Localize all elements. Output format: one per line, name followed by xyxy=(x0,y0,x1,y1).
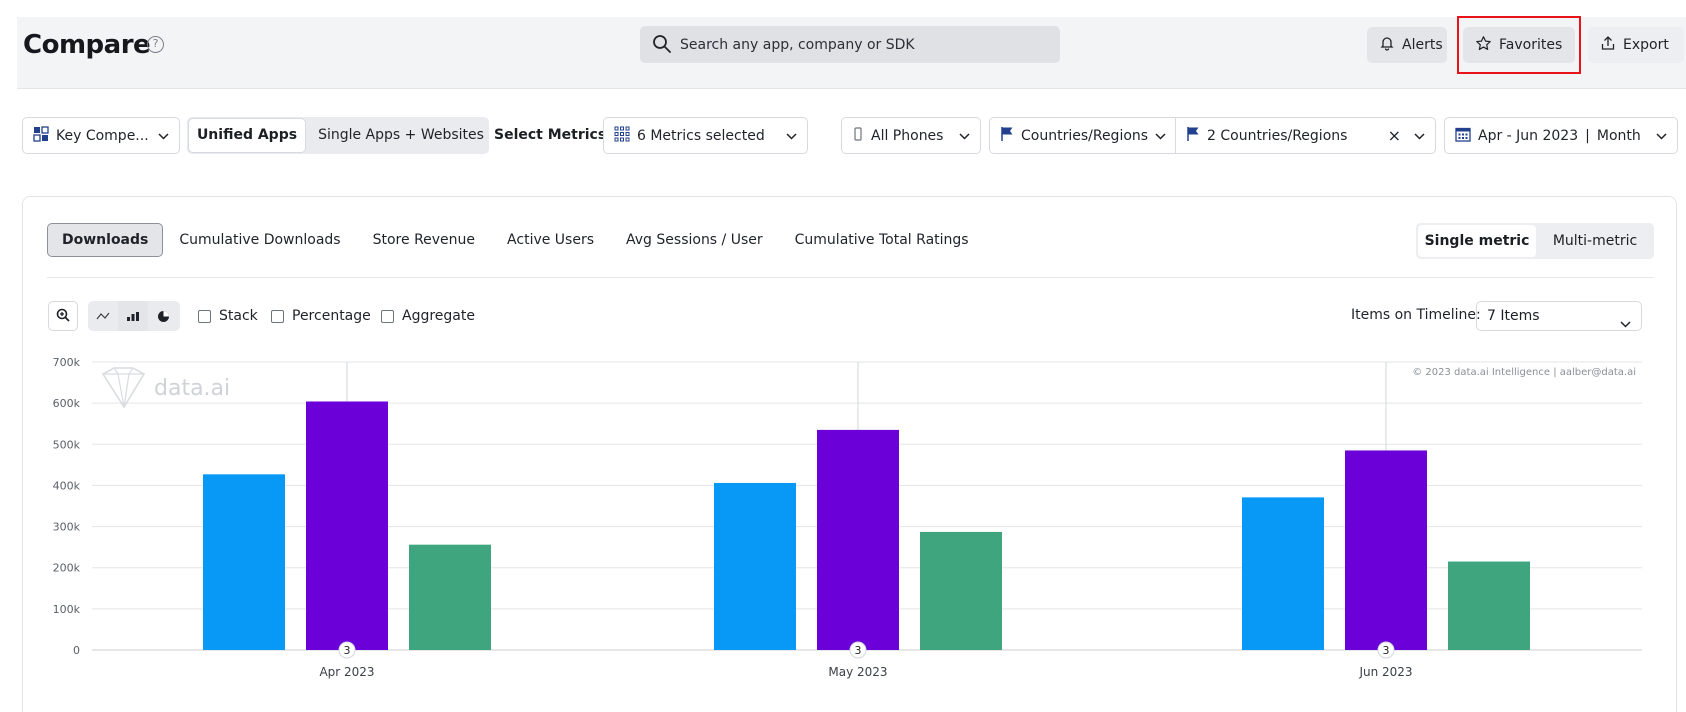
chart-type-toggle xyxy=(88,301,180,331)
device-label: All Phones xyxy=(871,127,944,144)
aggregate-checkbox[interactable]: Aggregate xyxy=(381,308,475,324)
tab-downloads[interactable]: Downloads xyxy=(47,223,164,257)
percentage-checkbox[interactable]: Percentage xyxy=(271,308,371,324)
grid-icon xyxy=(33,125,49,146)
countries-dropdown[interactable]: 2 Countries/Regions × xyxy=(1175,117,1436,154)
chevron-down-icon xyxy=(786,128,797,144)
country-mode-dropdown[interactable]: Countries/Regions xyxy=(989,117,1176,154)
metrics-selected-label: 6 Metrics selected xyxy=(637,127,765,144)
tab-avg-sessions[interactable]: Avg Sessions / User xyxy=(626,232,763,248)
alerts-label: Alerts xyxy=(1402,37,1443,53)
help-icon[interactable]: ? xyxy=(147,36,164,53)
unified-apps-option[interactable]: Unified Apps xyxy=(188,118,306,153)
page-header: Compare ? Alerts Favorites Export xyxy=(17,17,1686,89)
chevron-down-icon xyxy=(1414,128,1425,144)
stack-checkbox[interactable]: Stack xyxy=(198,308,258,324)
pie-chart-icon[interactable] xyxy=(148,301,178,331)
search-icon xyxy=(652,34,672,58)
timeline-label: Items on Timeline: xyxy=(1351,307,1481,323)
divider xyxy=(47,277,1654,278)
chevron-down-icon xyxy=(1155,128,1166,144)
checkbox-icon xyxy=(198,309,211,323)
date-range-label: Apr - Jun 2023 xyxy=(1478,127,1579,144)
multi-metric-option[interactable]: Multi-metric xyxy=(1552,233,1638,249)
clear-icon[interactable]: × xyxy=(1387,126,1401,145)
page-title: Compare xyxy=(23,30,151,60)
zoom-icon xyxy=(56,307,70,326)
export-button[interactable]: Export xyxy=(1588,27,1684,63)
upload-icon xyxy=(1600,35,1616,55)
chevron-down-icon xyxy=(959,128,970,144)
device-dropdown[interactable]: All Phones xyxy=(841,117,981,154)
single-apps-option[interactable]: Single Apps + Websites xyxy=(318,127,484,143)
stack-label: Stack xyxy=(219,308,258,324)
separator: | xyxy=(1585,127,1590,144)
percentage-label: Percentage xyxy=(292,308,371,324)
metrics-dropdown[interactable]: 6 Metrics selected xyxy=(603,117,808,154)
export-label: Export xyxy=(1623,37,1669,53)
tab-store-revenue[interactable]: Store Revenue xyxy=(372,232,476,248)
single-metric-option[interactable]: Single metric xyxy=(1418,225,1536,257)
checkbox-icon xyxy=(381,309,394,323)
granularity-label: Month xyxy=(1596,127,1641,144)
dots-grid-icon xyxy=(614,126,630,146)
calendar-icon xyxy=(1455,126,1471,146)
chart-card: Downloads Cumulative Downloads Store Rev… xyxy=(22,196,1677,712)
countries-label: 2 Countries/Regions xyxy=(1207,127,1348,144)
metric-mode-toggle: Single metric Multi-metric xyxy=(1416,223,1654,259)
tab-cumulative-downloads[interactable]: Cumulative Downloads xyxy=(179,232,341,248)
chevron-down-icon xyxy=(158,128,169,144)
favorites-label: Favorites xyxy=(1499,37,1563,53)
zoom-button[interactable] xyxy=(48,301,78,331)
timeline-select[interactable]: 7 Items xyxy=(1476,301,1642,331)
chevron-down-icon xyxy=(1656,128,1667,144)
phone-icon xyxy=(852,126,864,145)
chevron-down-icon xyxy=(1620,310,1631,338)
checkbox-icon xyxy=(271,309,284,323)
compare-set-label: Key Compe... xyxy=(56,127,149,144)
alerts-button[interactable]: Alerts xyxy=(1367,27,1447,63)
country-mode-label: Countries/Regions xyxy=(1021,127,1149,144)
search-box[interactable] xyxy=(640,26,1060,63)
search-input[interactable] xyxy=(680,26,1050,63)
tab-cumulative-ratings[interactable]: Cumulative Total Ratings xyxy=(794,232,969,248)
star-icon xyxy=(1475,35,1492,56)
timeline-value: 7 Items xyxy=(1487,308,1540,324)
metric-tabs: Downloads Cumulative Downloads Store Rev… xyxy=(47,223,985,257)
bar-chart-icon[interactable] xyxy=(118,301,148,331)
line-chart-icon[interactable] xyxy=(88,301,118,331)
flag-icon xyxy=(1000,126,1014,146)
bell-icon xyxy=(1379,35,1395,55)
favorites-highlight-box xyxy=(1457,16,1581,74)
tab-active-users[interactable]: Active Users xyxy=(507,232,595,248)
select-metrics-label: Select Metrics: xyxy=(494,127,612,143)
date-range-dropdown[interactable]: Apr - Jun 2023 | Month xyxy=(1444,117,1678,154)
favorites-button[interactable]: Favorites xyxy=(1463,27,1575,63)
flag-icon xyxy=(1186,126,1200,146)
compare-set-dropdown[interactable]: Key Compe... xyxy=(22,117,180,154)
app-type-toggle: Unified Apps Single Apps + Websites xyxy=(187,117,489,154)
aggregate-label: Aggregate xyxy=(402,308,475,324)
